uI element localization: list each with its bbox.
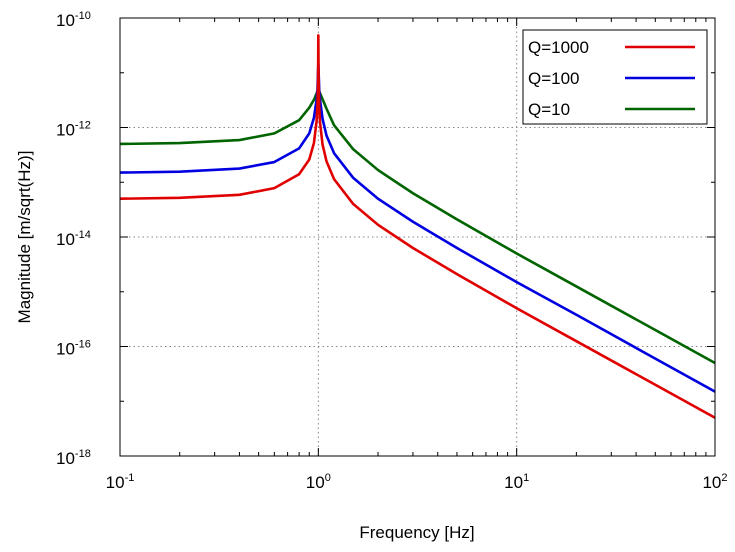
tick-marks (119, 17, 716, 457)
x-axis-label: Frequency [Hz] (359, 523, 474, 542)
legend-label: Q=1000 (528, 38, 589, 57)
grid-lines (120, 18, 715, 456)
x-tick-label: 10-1 (106, 472, 135, 492)
x-tick-labels: 10-1 100 101 102 (106, 472, 728, 492)
y-tick-label: 10-10 (56, 10, 91, 30)
series-line-q-10 (119, 87, 716, 365)
legend-label: Q=100 (528, 69, 580, 88)
legend: Q=1000 Q=100 Q=10 (522, 29, 708, 125)
series-lines (119, 34, 716, 419)
y-tick-label: 10-18 (56, 448, 91, 468)
x-tick-label: 102 (702, 472, 727, 492)
y-tick-label: 10-12 (56, 120, 91, 140)
series-line-q-1000 (119, 34, 716, 419)
x-tick-label: 100 (306, 472, 331, 492)
y-tick-labels: 10-18 10-16 10-14 10-12 10-10 (56, 10, 91, 468)
y-tick-label: 10-14 (56, 229, 91, 249)
x-tick-label: 101 (504, 472, 529, 492)
legend-label: Q=10 (528, 100, 570, 119)
y-tick-label: 10-16 (56, 339, 91, 359)
y-axis-label: Magnitude [m/sqrt(Hz)] (15, 151, 34, 324)
